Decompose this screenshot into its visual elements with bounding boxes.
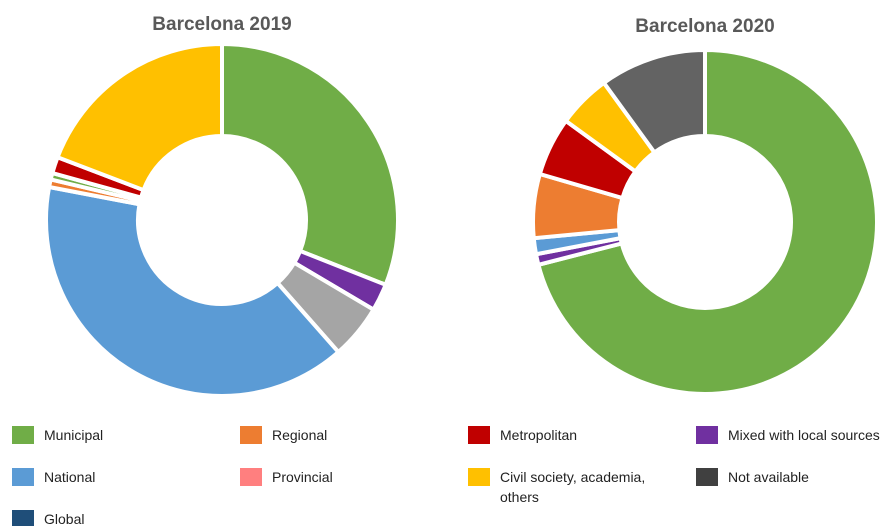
legend-item: Mixed with local sources: [696, 426, 894, 445]
legend-item: National: [12, 468, 204, 487]
legend-label: Regional: [272, 427, 328, 443]
legend-label: Municipal: [44, 427, 104, 443]
legend-label: Metropolitan: [500, 427, 578, 443]
legend-swatch: [468, 426, 490, 444]
charts: Barcelona 2019 Barcelona 2020: [44, 14, 879, 398]
legend-swatch: [240, 426, 262, 444]
chart-title: Barcelona 2019: [152, 14, 291, 35]
legend-item: Metropolitan: [468, 426, 660, 445]
legend-item: Regional: [240, 426, 432, 445]
legend-label: Civil society, academia, others: [500, 469, 646, 505]
legend-swatch: [696, 468, 718, 486]
legend-swatch: [696, 426, 718, 444]
donut-slice: [535, 47, 879, 396]
legend-swatch: [12, 510, 34, 526]
donut-slice: [54, 41, 224, 193]
legend-swatch: [240, 468, 262, 486]
legend-item: Global: [12, 510, 204, 526]
chart-title: Barcelona 2020: [635, 16, 774, 37]
legend-item: Civil society, academia, others: [468, 468, 660, 507]
legend-item: Municipal: [12, 426, 204, 445]
donut-slice: [44, 184, 342, 398]
legend-label: National: [44, 469, 96, 485]
legend-label: Global: [44, 511, 85, 526]
donut-slice: [601, 47, 707, 156]
legend-swatch: [12, 426, 34, 444]
legend-label: Mixed with local sources: [728, 427, 880, 443]
donut-slice: [220, 41, 400, 288]
legend-item: Provincial: [240, 468, 432, 487]
legend-swatch: [12, 468, 34, 486]
legend-item: Not available: [696, 468, 894, 487]
legend-swatch: [468, 468, 490, 486]
legend-label: Provincial: [272, 469, 333, 485]
legend-label: Not available: [728, 469, 809, 485]
